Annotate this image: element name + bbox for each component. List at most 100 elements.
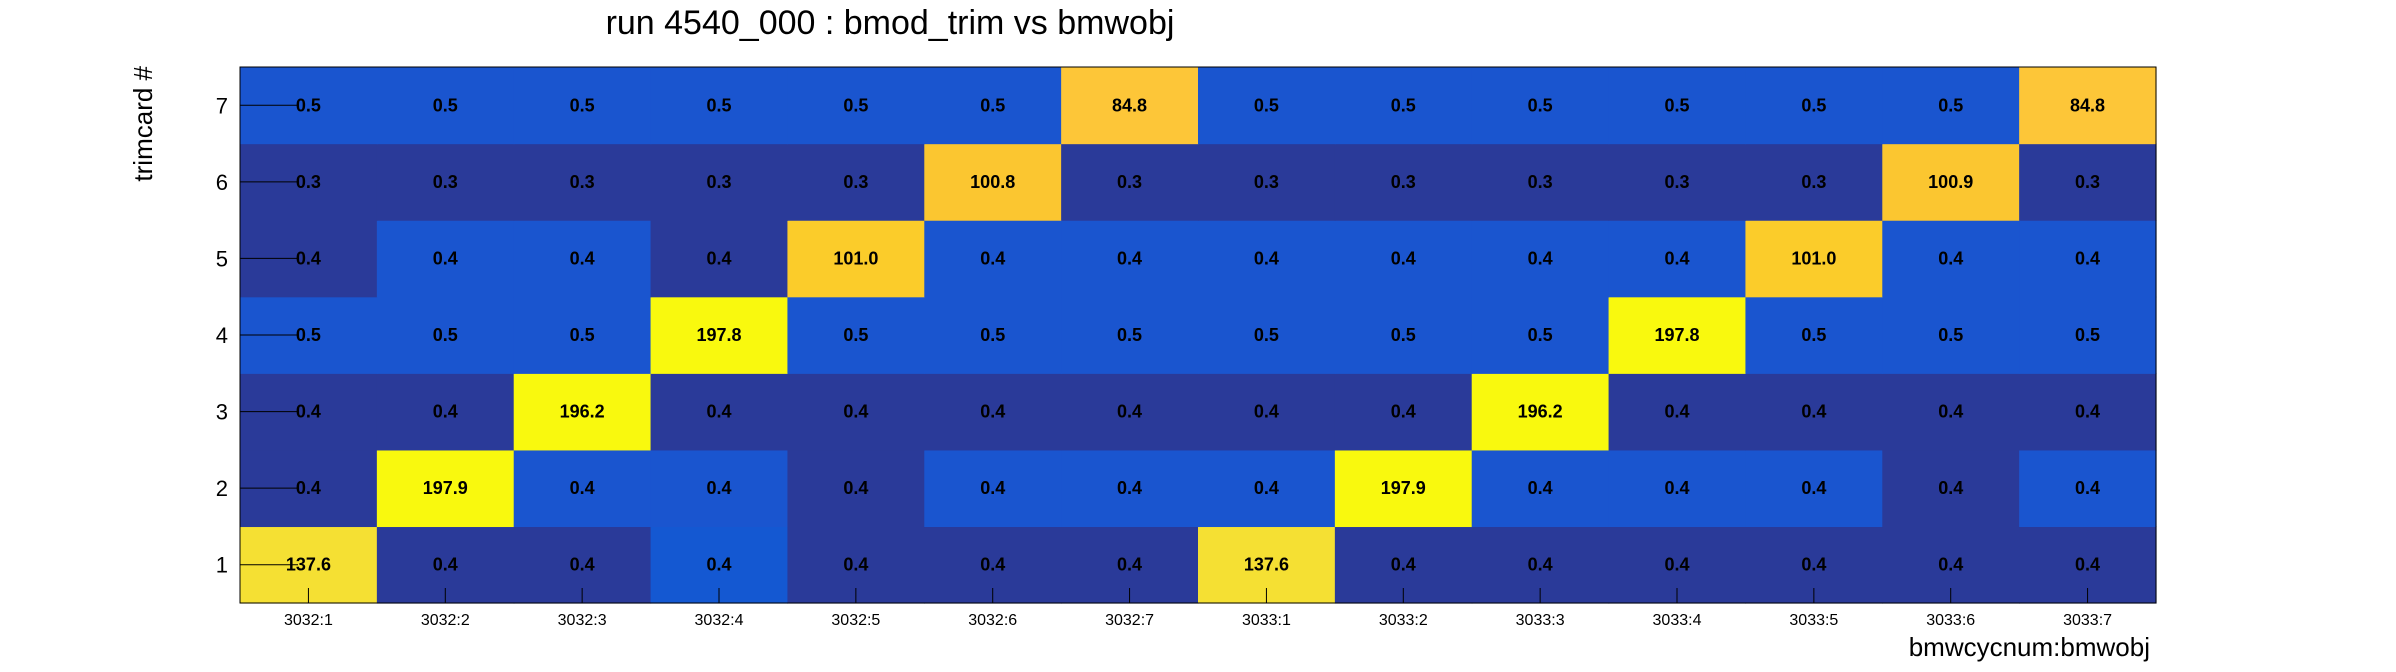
cell-value-label: 0.5 (570, 95, 595, 115)
cell-value-label: 0.5 (1938, 95, 1963, 115)
cell-value-label: 0.5 (1391, 325, 1416, 345)
heatmap-cell-r7-c6 (924, 67, 1062, 145)
cell-value-label: 0.4 (2075, 478, 2100, 498)
heatmap-cell-r3-c2 (376, 373, 515, 451)
cell-value-label: 137.6 (1244, 555, 1289, 575)
heatmap-cell-r5-c3 (513, 220, 652, 298)
heatmap-cell-r7-c12 (1745, 67, 1883, 145)
cell-value-label: 0.3 (843, 172, 868, 192)
cell-value-label: 0.4 (1391, 248, 1416, 268)
cell-value-label: 0.4 (296, 248, 321, 268)
x-tick-label: 3033:6 (1926, 612, 1975, 629)
x-tick-label: 3033:2 (1379, 612, 1428, 629)
heatmap-cell-r6-c2 (376, 143, 515, 221)
cell-value-label: 0.5 (296, 95, 321, 115)
cell-value-label: 0.3 (570, 172, 595, 192)
x-tick-label: 3033:5 (1789, 612, 1838, 629)
heatmap-cell-r4-c10 (1471, 296, 1610, 374)
cell-value-label: 0.4 (570, 478, 595, 498)
y-tick-label: 5 (216, 246, 228, 271)
cell-value-label: 0.4 (1664, 478, 1689, 498)
heatmap-cell-r7-c5 (787, 67, 925, 145)
cell-value-label: 0.5 (1117, 325, 1142, 345)
x-tick-label: 3032:3 (558, 612, 607, 629)
heatmap-cell-r7-c2 (376, 67, 515, 145)
x-axis-label: bmwcycnum:bmwobj (1909, 632, 2150, 662)
cell-value-label: 197.9 (423, 478, 468, 498)
heatmap-cell-r5-c12 (1745, 220, 1883, 298)
cell-value-label: 0.5 (1254, 325, 1279, 345)
chart-title: run 4540_000 : bmod_trim vs bmwobj (606, 4, 1175, 42)
heatmap-cell-r6-c13 (1882, 143, 2020, 221)
cell-value-label: 101.0 (1791, 248, 1836, 268)
heatmap-cell-r7-c4 (650, 67, 789, 145)
heatmap-cell-r4-c14 (2019, 296, 2157, 374)
x-tick-label: 3032:5 (831, 612, 880, 629)
cell-value-label: 0.5 (1664, 95, 1689, 115)
heatmap-cell-r4-c8 (1198, 296, 1336, 374)
cell-value-label: 0.4 (843, 478, 868, 498)
cell-value-label: 0.5 (1528, 325, 1553, 345)
heatmap-cell-r3-c9 (1334, 373, 1473, 451)
x-tick-label: 3032:6 (968, 612, 1017, 629)
x-tick-label: 3033:7 (2063, 612, 2112, 629)
cell-value-label: 0.4 (2075, 402, 2100, 422)
heatmap-cell-r7-c8 (1198, 67, 1336, 145)
cell-value-label: 0.4 (296, 478, 321, 498)
heatmap-cell-r5-c11 (1608, 220, 1747, 298)
heatmap-cell-r2-c6 (924, 449, 1062, 528)
cell-value-label: 0.4 (1117, 555, 1142, 575)
heatmap-cell-r2-c12 (1745, 449, 1883, 528)
cell-value-label: 0.4 (980, 478, 1005, 498)
cell-value-label: 0.4 (843, 555, 868, 575)
cell-value-label: 0.5 (1801, 95, 1826, 115)
heatmap-cell-r6-c7 (1061, 143, 1199, 221)
x-tick-label: 3032:4 (695, 612, 744, 629)
heatmap-cell-r4-c13 (1882, 296, 2020, 374)
cell-value-label: 0.4 (2075, 555, 2100, 575)
heatmap-cell-r5-c5 (787, 220, 925, 298)
cell-value-label: 0.4 (1117, 478, 1142, 498)
cell-value-label: 0.4 (570, 248, 595, 268)
cell-value-label: 0.3 (2075, 172, 2100, 192)
cell-value-label: 196.2 (560, 402, 605, 422)
cell-value-label: 0.4 (706, 402, 731, 422)
x-tick-label: 3033:3 (1516, 612, 1565, 629)
plot-frame (239, 66, 2157, 604)
cell-value-label: 0.4 (1938, 478, 1963, 498)
heatmap-cell-r2-c11 (1608, 449, 1747, 528)
cell-value-label: 197.8 (696, 325, 741, 345)
heatmap-cell-r2-c2 (376, 449, 515, 528)
heatmap-cell-r5-c8 (1198, 220, 1336, 298)
cell-value-label: 0.5 (706, 95, 731, 115)
heatmap-cell-r3-c5 (787, 373, 925, 451)
x-tick-label: 3032:7 (1105, 612, 1154, 629)
cell-value-label: 84.8 (1112, 95, 1147, 115)
cell-value-label: 0.4 (1528, 555, 1553, 575)
heatmap-cell-r5-c2 (376, 220, 515, 298)
heatmap-cell-r3-c10 (1471, 373, 1610, 451)
heatmap-cell-r3-c12 (1745, 373, 1883, 451)
cell-value-label: 0.3 (1528, 172, 1553, 192)
cell-value-label: 0.4 (433, 402, 458, 422)
heatmap-cell-r4-c5 (787, 296, 925, 374)
heatmap-cell-r2-c7 (1061, 449, 1199, 528)
cell-value-label: 101.0 (833, 248, 878, 268)
heatmap-cell-r2-c10 (1471, 449, 1610, 528)
heatmap-cell-r3-c11 (1608, 373, 1747, 451)
heatmap-cell-r6-c3 (513, 143, 652, 221)
y-tick-label: 6 (216, 170, 228, 195)
cell-value-label: 0.4 (1254, 478, 1279, 498)
heatmap-cell-r3-c8 (1198, 373, 1336, 451)
cell-value-label: 0.4 (1664, 555, 1689, 575)
cell-value-label: 0.5 (2075, 325, 2100, 345)
cell-value-label: 0.4 (1117, 402, 1142, 422)
heatmap-cell-r2-c14 (2019, 449, 2157, 528)
heatmap-cell-r4-c6 (924, 296, 1062, 374)
cell-value-label: 0.3 (1801, 172, 1826, 192)
cell-value-label: 0.4 (1938, 248, 1963, 268)
y-tick-label: 3 (216, 400, 228, 425)
heatmap-cell-r7-c9 (1334, 67, 1473, 145)
cell-value-label: 0.4 (1254, 402, 1279, 422)
